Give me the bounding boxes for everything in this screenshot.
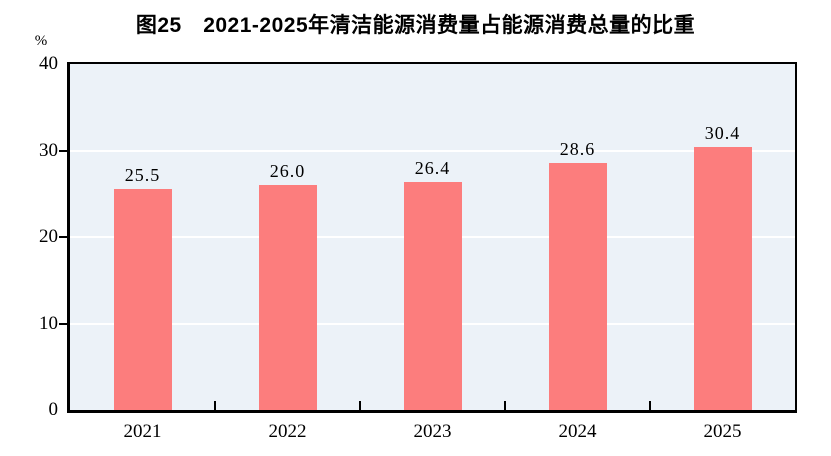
y-tick-label-30: 30 <box>39 139 58 161</box>
bar-2023 <box>403 181 462 410</box>
gridline-30 <box>70 149 795 152</box>
x-tick-label-2021: 2021 <box>123 421 162 442</box>
x-axis-tick <box>649 401 651 410</box>
bar-value-label-2023: 26.4 <box>414 157 451 178</box>
x-axis-tick <box>504 401 506 410</box>
bar-2021 <box>113 189 172 410</box>
bar-2022 <box>258 185 317 410</box>
y-axis-tick <box>59 322 67 325</box>
x-axis-tick <box>214 401 216 410</box>
y-tick-label-0: 0 <box>48 399 59 420</box>
bar-2024 <box>548 162 607 410</box>
bar-value-label-2022: 26.0 <box>269 161 306 182</box>
x-tick-label-2022: 2022 <box>268 421 307 442</box>
x-axis-tick <box>359 401 361 410</box>
plot-area: 25.5 26.0 26.4 28.6 30.4 <box>67 62 797 413</box>
y-axis-tick <box>59 236 67 238</box>
y-axis-tick <box>59 149 67 152</box>
chart-title: 图25 2021-2025年清洁能源消费量占能源消费总量的比重 <box>135 14 696 37</box>
bar-value-label-2024: 28.6 <box>559 138 596 159</box>
y-axis-unit-label: % <box>34 33 48 49</box>
x-tick-label-2024: 2024 <box>558 421 597 442</box>
y-tick-label-20: 20 <box>39 226 58 247</box>
bar-value-label-2025: 30.4 <box>704 123 741 144</box>
bar-2025 <box>693 147 752 410</box>
x-tick-label-2025: 2025 <box>703 421 742 442</box>
y-tick-label-40: 40 <box>39 53 58 74</box>
x-tick-label-2023: 2023 <box>413 421 452 442</box>
y-tick-label-10: 10 <box>39 312 58 334</box>
bar-value-label-2021: 25.5 <box>124 165 161 186</box>
